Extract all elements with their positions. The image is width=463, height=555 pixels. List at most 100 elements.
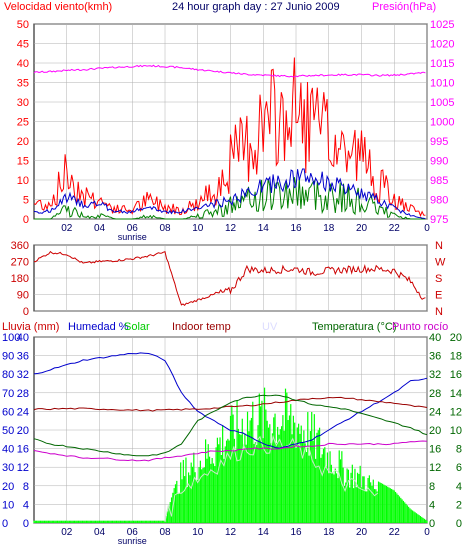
compass-tick: N bbox=[435, 306, 443, 318]
pressure-y-tick: 1005 bbox=[430, 97, 454, 109]
wind-y-tick: 30 bbox=[17, 97, 29, 109]
x-tick-label: 02 bbox=[61, 527, 73, 538]
chart-title: 24 hour graph day : 27 Junio 2009 bbox=[172, 1, 340, 13]
direction-y-tick: 0 bbox=[23, 306, 29, 318]
wind-direction-series bbox=[33, 250, 426, 307]
rain-y-tick: 50 bbox=[2, 425, 14, 437]
x-tick-label: 0 bbox=[424, 527, 430, 538]
x-tick-label: 08 bbox=[159, 527, 171, 538]
pressure-y-tick: 1025 bbox=[430, 19, 454, 31]
humidity-y-tick: 20 bbox=[17, 425, 29, 437]
pressure-series bbox=[33, 64, 426, 78]
direction-y-tick: 270 bbox=[11, 257, 29, 269]
humidity-y-tick: 40 bbox=[17, 332, 29, 344]
temperature-series bbox=[33, 394, 428, 457]
x-tick-label: 04 bbox=[94, 527, 106, 538]
x-tick-label: 12 bbox=[225, 527, 237, 538]
temp-y-tick: 8 bbox=[429, 481, 435, 493]
temp-y2-tick: 20 bbox=[450, 332, 462, 344]
x-tick-label: 14 bbox=[258, 223, 270, 234]
x-tick-label: 22 bbox=[389, 527, 401, 538]
wind-axis-title: Velocidad viento(kmh) bbox=[4, 1, 112, 13]
temp-y-tick: 0 bbox=[429, 518, 435, 530]
legend-humidity: Humedad % bbox=[68, 321, 129, 333]
legend-indoor-temp: Indoor temp bbox=[172, 321, 231, 333]
rain-y-tick: 90 bbox=[2, 351, 14, 363]
x-tick-label: 22 bbox=[389, 223, 401, 234]
humidity-y-tick: 4 bbox=[23, 499, 29, 511]
rain-y-tick: 20 bbox=[2, 481, 14, 493]
temp-y2-tick: 0 bbox=[456, 518, 462, 530]
legend-temperature: Temperatura (°C) bbox=[312, 321, 396, 333]
pressure-y-tick: 990 bbox=[430, 156, 448, 168]
wind-gust-series bbox=[33, 57, 426, 218]
temp-y-tick: 24 bbox=[429, 406, 441, 418]
wind-y-tick: 5 bbox=[23, 195, 29, 207]
pressure-y-tick: 975 bbox=[430, 214, 448, 226]
humidity-y-tick: 0 bbox=[23, 518, 29, 530]
x-tick-label: 06 bbox=[127, 223, 139, 234]
temp-y2-tick: 14 bbox=[450, 388, 462, 400]
temp-y-tick: 20 bbox=[429, 425, 441, 437]
rain-y-tick: 10 bbox=[2, 499, 14, 511]
direction-y-tick: 360 bbox=[11, 240, 29, 252]
x-tick-label: 12 bbox=[225, 223, 237, 234]
rain-y-tick: 70 bbox=[2, 388, 14, 400]
x-tick-label: 18 bbox=[323, 223, 335, 234]
pressure-y-tick: 980 bbox=[430, 195, 448, 207]
humidity-y-tick: 32 bbox=[17, 369, 29, 381]
x-tick-label: 10 bbox=[192, 527, 204, 538]
wind-y-tick: 45 bbox=[17, 39, 29, 51]
temp-y2-tick: 10 bbox=[450, 425, 462, 437]
temp-y2-tick: 2 bbox=[456, 499, 462, 511]
x-tick-label: 14 bbox=[258, 527, 270, 538]
direction-y-tick: 90 bbox=[17, 290, 29, 302]
temp-y2-tick: 16 bbox=[450, 369, 462, 381]
temp-y-tick: 16 bbox=[429, 444, 441, 456]
x-tick-label: 20 bbox=[356, 527, 368, 538]
humidity-y-tick: 24 bbox=[17, 406, 29, 418]
temp-y2-tick: 18 bbox=[450, 351, 462, 363]
dew-point-series bbox=[33, 440, 428, 462]
temp-y-tick: 12 bbox=[429, 462, 441, 474]
humidity-series bbox=[33, 352, 428, 449]
temp-y2-tick: 12 bbox=[450, 406, 462, 418]
wind-min-series bbox=[34, 177, 426, 220]
direction-y-tick: 180 bbox=[11, 273, 29, 285]
rain-y-tick: 0 bbox=[2, 518, 8, 530]
x-tick-label: 08 bbox=[159, 223, 171, 234]
x-tick-label: 16 bbox=[290, 527, 302, 538]
humidity-y-tick: 8 bbox=[23, 481, 29, 493]
x-tick-label: 02 bbox=[61, 223, 73, 234]
x-tick-label: 20 bbox=[356, 223, 368, 234]
humidity-y-tick: 16 bbox=[17, 444, 29, 456]
wind-avg-series bbox=[33, 168, 426, 220]
wind-y-tick: 35 bbox=[17, 78, 29, 90]
legend-dew-point: Punto rocío bbox=[392, 321, 448, 333]
indoor-temp-series bbox=[33, 396, 428, 412]
sunrise-label: sunrise bbox=[118, 232, 147, 242]
wind-y-tick: 15 bbox=[17, 156, 29, 168]
wind-y-tick: 25 bbox=[17, 117, 29, 129]
pressure-y-tick: 1020 bbox=[430, 39, 454, 51]
rain-y-tick: 30 bbox=[2, 462, 14, 474]
temp-y-tick: 32 bbox=[429, 369, 441, 381]
x-tick-label: 0 bbox=[424, 223, 430, 234]
temp-y2-tick: 8 bbox=[456, 444, 462, 456]
rain-y-tick: 60 bbox=[2, 406, 14, 418]
compass-tick: W bbox=[435, 257, 446, 269]
humidity-y-tick: 28 bbox=[17, 388, 29, 400]
temp-y-tick: 4 bbox=[429, 499, 435, 511]
pressure-y-tick: 1010 bbox=[430, 78, 454, 90]
temp-y-tick: 28 bbox=[429, 388, 441, 400]
compass-tick: N bbox=[435, 240, 443, 252]
humidity-y-tick: 36 bbox=[17, 351, 29, 363]
rain-y-tick: 100 bbox=[2, 332, 20, 344]
temp-y2-tick: 6 bbox=[456, 462, 462, 474]
wind-y-tick: 20 bbox=[17, 136, 29, 148]
pressure-y-tick: 1000 bbox=[430, 117, 454, 129]
wind-y-tick: 40 bbox=[17, 58, 29, 70]
temp-y-tick: 36 bbox=[429, 351, 441, 363]
